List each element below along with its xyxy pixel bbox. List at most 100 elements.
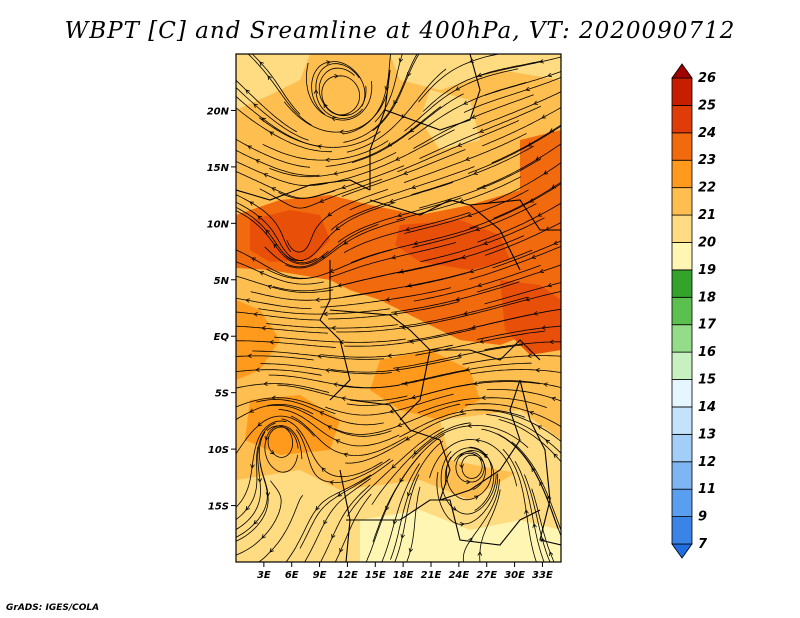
streamline-arrow xyxy=(413,241,419,246)
streamline-arrow xyxy=(406,492,412,497)
streamline-arrow xyxy=(259,271,265,276)
streamline xyxy=(236,249,314,279)
streamline-arrow xyxy=(323,519,328,525)
streamline-arrow xyxy=(395,156,401,161)
streamline-arrow xyxy=(537,212,543,217)
colorbar-bin xyxy=(671,379,693,408)
streamline xyxy=(236,462,268,538)
streamline xyxy=(236,149,320,176)
streamline xyxy=(498,419,561,463)
streamline xyxy=(470,369,561,375)
streamline-arrow xyxy=(537,425,542,430)
colorbar-bin xyxy=(671,77,693,106)
streamline xyxy=(484,222,561,256)
streamline xyxy=(374,54,403,123)
streamline xyxy=(236,404,314,421)
colorbar-bin xyxy=(671,63,693,79)
colorbar-label: 7 xyxy=(698,537,708,552)
streamline-arrow xyxy=(393,100,398,105)
streamline xyxy=(236,397,336,415)
streamline-arrow xyxy=(411,394,416,400)
streamline xyxy=(236,275,334,293)
streamline-arrow xyxy=(269,131,275,136)
streamline xyxy=(418,54,502,103)
streamline xyxy=(372,54,420,132)
colorbar-label: 25 xyxy=(698,98,716,113)
y-tick-label: EQ xyxy=(214,332,230,343)
streamline-arrow xyxy=(468,537,473,543)
streamline-arrow xyxy=(543,382,548,387)
streamline-arrow xyxy=(343,240,349,245)
streamline xyxy=(479,489,501,562)
streamline-arrow xyxy=(269,339,274,345)
streamline-arrow xyxy=(335,226,340,231)
streamline xyxy=(236,383,330,393)
streamline-arrow xyxy=(467,212,472,218)
streamline-arrow xyxy=(326,60,331,65)
colorbar-label: 24 xyxy=(698,126,716,141)
streamline xyxy=(476,264,561,293)
streamline-arrow xyxy=(481,395,486,401)
streamline-arrow xyxy=(531,467,536,473)
streamline-arrow xyxy=(261,534,266,539)
streamline-arrow xyxy=(265,492,271,497)
streamline-arrow xyxy=(387,142,393,147)
streamline-arrow xyxy=(405,227,410,232)
streamline-arrow xyxy=(331,116,336,122)
streamline-arrow xyxy=(321,254,327,259)
y-tick-label: 10N xyxy=(207,219,230,230)
streamline xyxy=(320,484,371,562)
streamline-arrow xyxy=(525,86,530,92)
colorbar-bin xyxy=(671,105,693,134)
x-tick-label: 24E xyxy=(448,570,469,581)
y-tick-label: 15S xyxy=(208,502,229,513)
streamline-arrow xyxy=(267,75,272,80)
streamline xyxy=(236,160,329,186)
streamline xyxy=(236,107,332,153)
streamline-arrow xyxy=(549,339,554,345)
streamline-arrow xyxy=(460,522,465,527)
colorbar-bin xyxy=(671,324,693,353)
colorbar-label: 17 xyxy=(698,318,717,333)
streamline-arrow xyxy=(531,254,537,259)
colorbar-bin xyxy=(671,433,693,463)
streamline xyxy=(236,415,315,455)
streamline-arrow xyxy=(392,520,398,525)
x-tick-label: 33E xyxy=(532,570,553,581)
streamline-arrow xyxy=(249,201,255,206)
y-axis: 20N 15N 10N 5N EQ 5S 10S 15S xyxy=(207,106,236,513)
streamline-arrow xyxy=(541,114,546,119)
streamline-arrow xyxy=(249,408,255,413)
streamline xyxy=(469,183,561,229)
streamline-arrow xyxy=(327,212,332,217)
streamline xyxy=(247,54,312,126)
chart-title: WBPT [C] and Sreamline at 400hPa, VT: 20… xyxy=(64,18,736,44)
streamline-arrow xyxy=(479,128,485,133)
streamline xyxy=(492,240,561,269)
streamline-arrow xyxy=(407,283,412,288)
streamline xyxy=(236,297,312,309)
streamline-arrow xyxy=(475,226,480,232)
x-axis: 3E 6E 9E 12E 15E 18E 21E 24E 27E 30E 33E xyxy=(257,562,553,581)
streamline-arrow xyxy=(397,422,403,427)
temperature-field xyxy=(236,54,561,562)
streamline xyxy=(484,282,561,305)
streamline-arrow xyxy=(321,467,326,472)
streamline-arrow xyxy=(251,257,256,262)
streamline-arrow xyxy=(529,411,534,416)
colorbar-label: 18 xyxy=(698,290,716,305)
streamline-arrow xyxy=(481,184,487,189)
streamline xyxy=(462,290,561,317)
streamline-arrow xyxy=(405,436,411,441)
y-tick-label: 20N xyxy=(207,106,230,117)
streamline-arrow xyxy=(461,254,466,260)
streamline-arrow xyxy=(247,145,252,150)
streamline-arrow xyxy=(527,353,532,359)
streamline-arrow xyxy=(319,411,325,416)
streamline-arrow xyxy=(543,170,549,175)
streamline-arrow xyxy=(315,297,320,303)
x-tick-label: 27E xyxy=(476,570,497,581)
streamline xyxy=(462,355,561,365)
streamline xyxy=(236,325,328,334)
colorbar-label: 12 xyxy=(698,455,716,470)
